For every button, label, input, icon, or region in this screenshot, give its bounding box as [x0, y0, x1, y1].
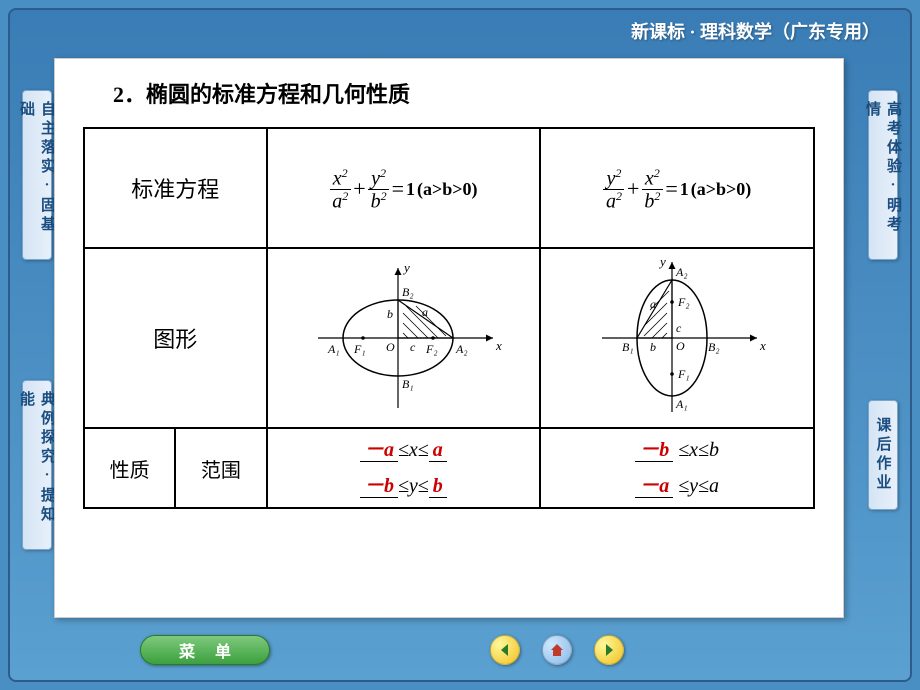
diagram-cell-2: x y O A₂ A₁ B₁ B₂ F₂ F₁ a b c: [540, 248, 814, 428]
table-row-equation: 标准方程 x2a2 + y2b2 =1(a>b>0) y2a2 + x2b2 =…: [84, 128, 814, 248]
svg-text:B₁: B₁: [622, 340, 634, 354]
svg-text:y: y: [658, 254, 666, 269]
sidebar-left-tab-2[interactable]: 典例探究·提知能: [22, 380, 52, 550]
ellipse-table: 标准方程 x2a2 + y2b2 =1(a>b>0) y2a2 + x2b2 =…: [83, 127, 815, 509]
svg-text:F₁: F₁: [353, 342, 366, 356]
sidebar-right-tab-2[interactable]: 课后作业: [868, 400, 898, 510]
bottom-bar: 菜单: [10, 630, 910, 670]
svg-text:c: c: [676, 321, 682, 335]
nav-buttons: [490, 635, 624, 665]
range-cell-1: －a≤x≤a －b≤y≤b: [267, 428, 541, 508]
sidebar-left-tab-1[interactable]: 自主落实·固基础: [22, 90, 52, 260]
svg-text:b: b: [387, 307, 393, 321]
section-title: 2．椭圆的标准方程和几何性质: [113, 77, 815, 109]
row3-label1: 性质: [84, 428, 175, 508]
header-title: 新课标 · 理科数学（广东专用）: [10, 10, 910, 48]
svg-text:B₁: B₁: [402, 377, 414, 391]
svg-text:F₂: F₂: [425, 342, 438, 356]
range-cell-2: －b ≤x≤b －a ≤y≤a: [540, 428, 814, 508]
ellipse-vertical-svg: x y O A₂ A₁ B₁ B₂ F₂ F₁ a b c: [572, 254, 782, 422]
section-title-text: 椭圆的标准方程和几何性质: [146, 82, 410, 107]
equation-cell-2: y2a2 + x2b2 =1(a>b>0): [540, 128, 814, 248]
table-row-range: 性质 范围 －a≤x≤a －b≤y≤b －b ≤x≤b －a ≤y≤a: [84, 428, 814, 508]
svg-text:O: O: [386, 340, 395, 354]
row1-label: 标准方程: [84, 128, 267, 248]
svg-text:F₁: F₁: [677, 367, 690, 381]
sidebar-right-tab-1[interactable]: 高考体验·明考情: [868, 90, 898, 260]
svg-text:B₂: B₂: [708, 340, 720, 354]
svg-text:F₂: F₂: [677, 295, 690, 309]
svg-text:B₂: B₂: [402, 285, 414, 299]
arrow-left-icon: [497, 642, 513, 658]
menu-button[interactable]: 菜单: [140, 635, 270, 665]
equation-cell-1: x2a2 + y2b2 =1(a>b>0): [267, 128, 541, 248]
svg-text:O: O: [676, 339, 685, 353]
diagram-cell-1: x y O A₁ A₂ B₂ B₁ F₁ F₂ b a c: [267, 248, 541, 428]
ellipse-horizontal-svg: x y O A₁ A₂ B₂ B₁ F₁ F₂ b a c: [298, 258, 508, 418]
svg-text:a: a: [650, 297, 656, 311]
app-frame: 新课标 · 理科数学（广东专用） 自主落实·固基础 典例探究·提知能 高考体验·…: [8, 8, 912, 682]
table-row-diagram: 图形 x: [84, 248, 814, 428]
svg-text:A₁: A₁: [327, 342, 340, 356]
svg-text:x: x: [495, 338, 502, 353]
svg-text:c: c: [410, 340, 416, 354]
svg-text:A₂: A₂: [675, 265, 688, 279]
nav-forward-button[interactable]: [594, 635, 624, 665]
row3-label2: 范围: [175, 428, 266, 508]
nav-home-button[interactable]: [542, 635, 572, 665]
svg-text:x: x: [759, 338, 766, 353]
nav-back-button[interactable]: [490, 635, 520, 665]
section-number: 2．: [113, 82, 146, 107]
svg-text:y: y: [402, 260, 410, 275]
svg-text:b: b: [650, 340, 656, 354]
svg-text:A₂: A₂: [455, 342, 468, 356]
arrow-right-icon: [601, 642, 617, 658]
svg-text:a: a: [422, 305, 428, 319]
home-icon: [548, 641, 566, 659]
slide-content: 2．椭圆的标准方程和几何性质 标准方程 x2a2 + y2b2 =1(a>b>0…: [54, 58, 844, 618]
svg-text:A₁: A₁: [675, 397, 688, 411]
row2-label: 图形: [84, 248, 267, 428]
